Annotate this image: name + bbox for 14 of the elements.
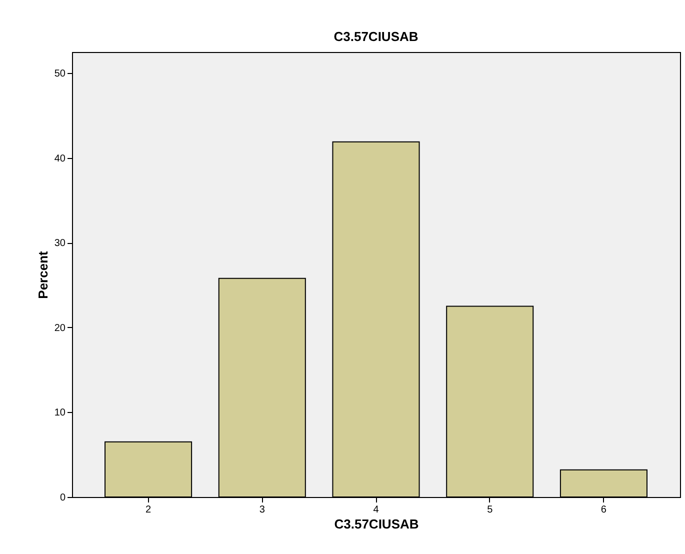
- chart-title: C3.57CIUSAB: [334, 29, 418, 44]
- y-tick-label: 50: [54, 68, 66, 80]
- y-axis-title: Percent: [35, 250, 50, 299]
- x-tick-label: 3: [259, 504, 266, 516]
- y-tick-label: 30: [54, 238, 66, 250]
- x-axis-title: C3.57CIUSAB: [334, 516, 419, 532]
- x-tick-label: 5: [487, 504, 494, 516]
- x-tick-label: 6: [600, 504, 607, 516]
- y-tick-label: 10: [54, 408, 66, 419]
- x-tick-label: 2: [146, 504, 152, 516]
- y-tick-label: 20: [54, 322, 66, 334]
- y-tick-label: 40: [54, 153, 66, 164]
- y-tick-label: 0: [60, 492, 66, 504]
- x-tick-label: 4: [373, 504, 380, 516]
